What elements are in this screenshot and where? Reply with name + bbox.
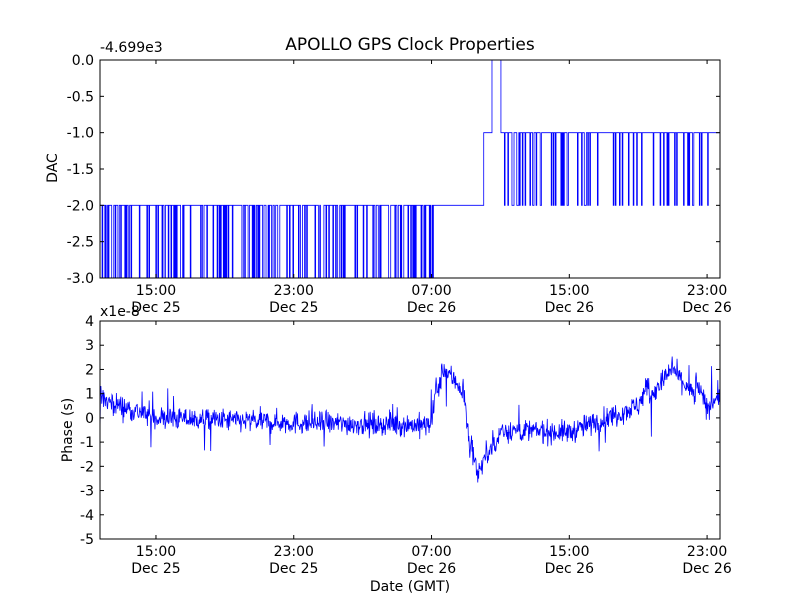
phase-xtick-time: 15:00 — [136, 544, 176, 560]
phase-ytick-label: -5 — [80, 532, 94, 548]
dac-series-line — [100, 60, 720, 278]
phase-panel: x1e-8 Phase (s) 43210-1-2-3-4-515:00Dec … — [60, 304, 732, 577]
dac-ylabel: DAC — [45, 153, 61, 183]
chart-title: APOLLO GPS Clock Properties — [285, 35, 535, 55]
dac-xtick-time: 07:00 — [411, 283, 451, 299]
phase-ytick-label: 3 — [85, 338, 94, 354]
phase-ytick-label: 0 — [85, 411, 94, 427]
dac-xtick-time: 15:00 — [136, 283, 176, 299]
phase-ytick-label: 2 — [85, 362, 94, 378]
dac-xtick-date: Dec 26 — [682, 300, 731, 316]
dac-xtick-time: 23:00 — [687, 283, 727, 299]
phase-offset-text: x1e-8 — [100, 304, 140, 320]
dac-ytick-label: -0.5 — [67, 89, 94, 105]
phase-xtick-date: Dec 26 — [545, 561, 594, 577]
dac-ytick-label: -3.0 — [67, 271, 94, 287]
phase-xtick-time: 23:00 — [274, 544, 314, 560]
dac-xtick-date: Dec 25 — [269, 300, 318, 316]
dac-xtick-date: Dec 26 — [407, 300, 456, 316]
dac-ytick-label: 0.0 — [72, 53, 94, 69]
phase-xtick-time: 23:00 — [687, 544, 727, 560]
phase-xtick-time: 07:00 — [411, 544, 451, 560]
phase-plot-clip — [100, 356, 720, 483]
phase-ytick-label: -2 — [80, 459, 94, 475]
dac-xtick-date: Dec 25 — [131, 300, 180, 316]
phase-ytick-label: 4 — [85, 314, 94, 330]
phase-series-line — [100, 356, 720, 483]
dac-ytick-label: -1.0 — [67, 126, 94, 142]
dac-ytick-label: -2.5 — [67, 235, 94, 251]
phase-ytick-label: -4 — [80, 508, 94, 524]
dac-offset-text: -4.699e3 — [100, 40, 163, 56]
phase-xtick-date: Dec 25 — [269, 561, 318, 577]
phase-ytick-label: -3 — [80, 484, 94, 500]
dac-plot-clip — [100, 60, 720, 278]
phase-ytick-label: -1 — [80, 435, 94, 451]
dac-xtick-time: 15:00 — [549, 283, 589, 299]
dac-panel: -4.699e3 DAC 0.0 -0.5 -1.0 -1.5 -2.0 -2.5 -3.0… — [45, 40, 732, 316]
dac-xtick-date: Dec 26 — [545, 300, 594, 316]
phase-xtick-date: Dec 26 — [407, 561, 456, 577]
phase-xtick-date: Dec 25 — [131, 561, 180, 577]
dac-ytick-label: -1.5 — [67, 162, 94, 178]
phase-xtick-time: 15:00 — [549, 544, 589, 560]
phase-axes-frame — [99, 320, 721, 540]
dac-xtick-time: 23:00 — [274, 283, 314, 299]
phase-xtick-date: Dec 26 — [682, 561, 731, 577]
phase-ylabel: Phase (s) — [60, 398, 76, 462]
x-axis-label: Date (GMT) — [370, 579, 450, 595]
dac-ytick-label: -2.0 — [67, 198, 94, 214]
phase-ytick-label: 1 — [85, 387, 94, 403]
